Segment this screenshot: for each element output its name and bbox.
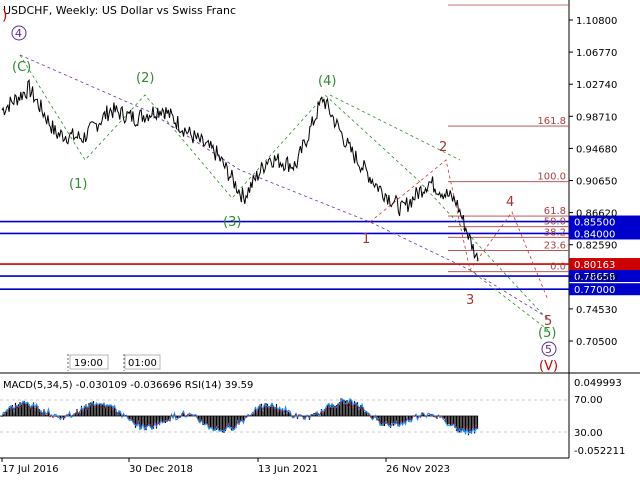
wave-label-bottom: (V) [539,359,558,374]
fib-label: 38.2 [544,227,566,238]
wave-label-3: (3) [223,215,241,230]
ind-tick-3: 30.00 [574,428,603,439]
separator-label-1: 19:00 [74,358,103,369]
fib-label: 0.0 [550,262,566,273]
wave-label-5: (5) [538,326,556,341]
wave-circle-4 [11,25,27,41]
ind-tick-2: 70.00 [574,395,603,406]
price-tick-label: 0.70500 [576,337,617,348]
time-label-4: 26 Nov 2023 [386,464,450,475]
period-separators: 19:00 01:00 [67,354,161,371]
price-tick-label: 0.98710 [576,112,617,123]
fib-label: 50.0 [544,217,566,228]
wave-label-top: ) [2,8,7,24]
price-axis: 1.10800 1.06770 1.02740 0.98710 0.94680 0.906… [569,16,617,348]
main-panel [0,0,569,372]
wave-labels: ) 4 (C) (1) (2) (3) (4) (5) 1 2 3 4 5 5 … [2,8,558,374]
wave-label-circled-4: 4 [15,27,22,40]
level-price-box [569,270,640,283]
wave-label-c: (C) [12,60,31,75]
wave-label-2: (2) [136,71,154,86]
wave-red-4: 4 [506,195,514,210]
wave-red-1: 1 [362,232,370,247]
level-price-label: 0.78658 [574,272,615,283]
ind-tick-1: 0.049993 [574,378,622,389]
level-price-box [569,258,640,271]
wave-label-circled-5: 5 [545,343,552,356]
level-price-box [569,215,640,228]
level-price-label: 0.85500 [574,218,615,229]
price-tick-label: 0.78560 [576,273,617,284]
level-price-label: 0.77000 [574,285,615,296]
price-tick-label: 0.74530 [576,305,617,316]
wave-label-4: (4) [318,74,336,89]
level-price-label: 0.84000 [574,229,615,240]
level-price-box [569,283,640,296]
fibonacci-levels: 161.8 100.0 61.850.038.2 23.6 0.0 [448,116,569,273]
indicator-label: MACD(5,34,5) -0.030109 -0.036696 RSI(14)… [3,380,253,391]
fib-label: 100.0 [537,172,566,183]
level-price-label: 0.80163 [574,260,615,271]
indicator-axis: 0.049993 70.00 30.00 -0.052211 [574,378,625,457]
wave-circle-5 [541,341,557,357]
signal-series [1,402,478,432]
price-tick-label: 1.10800 [576,16,617,27]
wave-red-5: 5 [544,314,552,329]
price-tick-label: 0.94680 [576,144,617,155]
wave-red-3: 3 [466,293,474,308]
fib-label: 161.8 [537,116,566,127]
level-price-box [569,227,640,240]
price-tick-label: 1.02740 [576,80,617,91]
price-tick-label: 0.86620 [576,209,617,220]
price-series [1,79,479,262]
time-label-1: 17 Jul 2016 [2,464,59,475]
time-label-3: 13 Jun 2021 [258,464,318,475]
fib-label: 23.6 [544,240,566,251]
macd-histogram [1,398,479,436]
price-tick-label: 0.90650 [576,177,617,188]
separator-label-2: 01:00 [128,358,157,369]
chart-title: USDCHF, Weekly: US Dollar vs Swiss Franc [3,4,236,17]
time-axis: 17 Jul 2016 30 Dec 2018 13 Jun 2021 26 N… [1,458,450,475]
price-tick-label: 1.06770 [576,48,617,59]
price-tick-label: 0.82590 [576,241,617,252]
time-label-2: 30 Dec 2018 [129,464,193,475]
ind-tick-4: -0.052211 [574,446,625,457]
wave-guides [19,4,569,331]
wave-red-2: 2 [439,140,447,155]
fib-label: 61.8 [544,206,566,217]
wave-label-1: (1) [69,177,87,192]
